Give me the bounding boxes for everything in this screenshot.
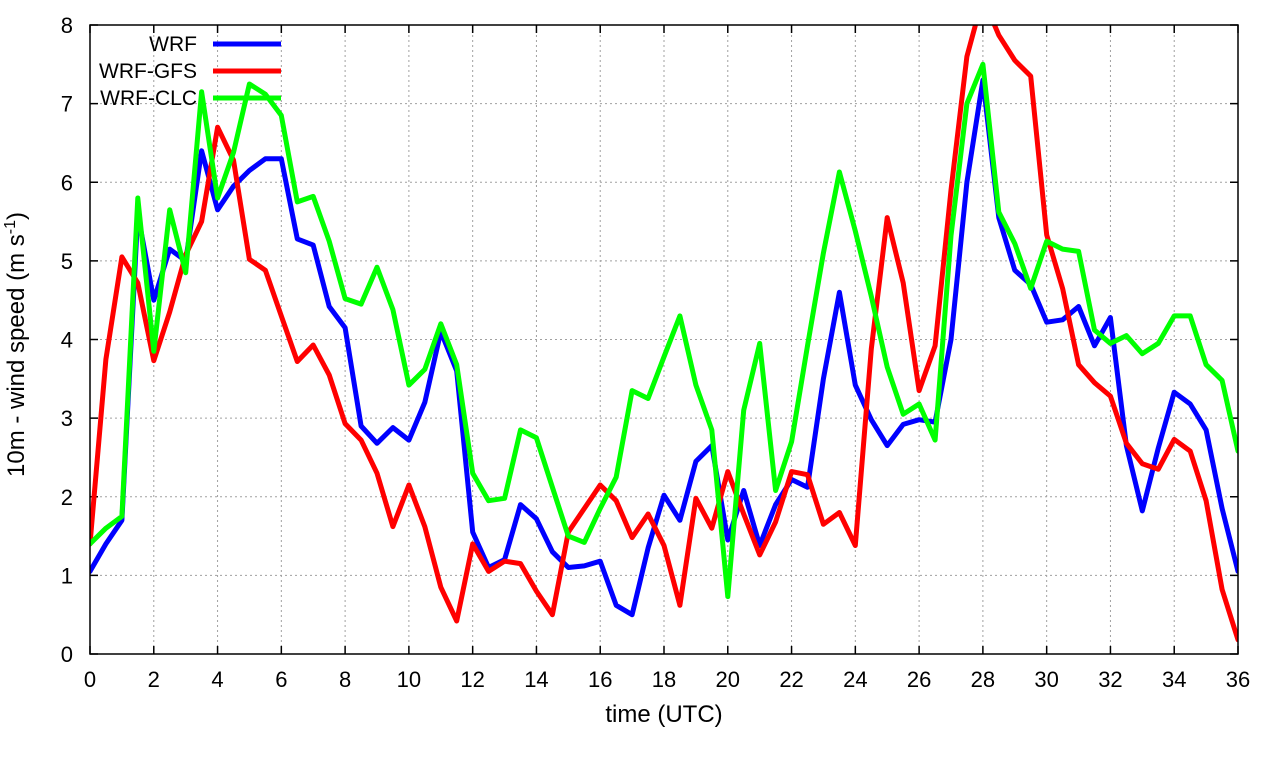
y-axis-title-main: 10m - wind speed (m s <box>3 234 30 477</box>
y-tick-label: 1 <box>61 563 73 588</box>
y-axis-title: 10m - wind speed (m s-1) <box>2 212 30 477</box>
x-tick-label: 4 <box>211 667 223 692</box>
y-axis-title-unit-exponent: -1 <box>2 220 19 234</box>
x-tick-label: 26 <box>907 667 931 692</box>
grid-lines <box>90 25 1238 654</box>
y-tick-label: 2 <box>61 485 73 510</box>
y-tick-label: 4 <box>61 328 73 353</box>
x-tick-label: 22 <box>779 667 803 692</box>
x-tick-label: 8 <box>339 667 351 692</box>
axis-ticks: 0 2 4 6 8 10 12 14 16 18 20 22 24 26 28 30 32 34 360123456… <box>61 13 1250 692</box>
legend-label-wrf: WRF <box>149 33 197 56</box>
x-axis-title: time (UTC) <box>605 701 722 728</box>
x-tick-label: 24 <box>843 667 867 692</box>
legend: WRF WRF-GFS WRF-CLC <box>99 33 281 110</box>
x-tick-label: 2 <box>148 667 160 692</box>
series-line-wrf <box>90 77 1238 618</box>
plot-frame <box>89 24 1239 655</box>
y-tick-label: 7 <box>61 92 73 117</box>
x-tick-label: 18 <box>652 667 676 692</box>
x-tick-label: 14 <box>524 667 548 692</box>
y-tick-label: 5 <box>61 249 73 274</box>
x-tick-label: 10 <box>397 667 421 692</box>
series-line-wrf-clc <box>90 61 1238 600</box>
y-axis-title-close: ) <box>3 212 30 220</box>
x-tick-label: 34 <box>1162 667 1186 692</box>
x-tick-label: 30 <box>1034 667 1058 692</box>
series-lines <box>90 25 1238 643</box>
x-tick-label: 32 <box>1098 667 1122 692</box>
x-tick-label: 16 <box>588 667 612 692</box>
x-tick-label: 36 <box>1226 667 1250 692</box>
x-tick-label: 20 <box>716 667 740 692</box>
series-line-wrf-gfs <box>90 25 1238 643</box>
y-tick-label: 0 <box>61 642 73 667</box>
y-tick-label: 3 <box>61 406 73 431</box>
legend-label-wrf-gfs: WRF-GFS <box>99 60 197 83</box>
x-tick-label: 12 <box>460 667 484 692</box>
x-tick-label: 28 <box>971 667 995 692</box>
legend-label-wrf-clc: WRF-CLC <box>100 87 197 110</box>
x-tick-label: 6 <box>275 667 287 692</box>
y-tick-label: 8 <box>61 13 73 38</box>
x-tick-label: 0 <box>84 667 96 692</box>
y-tick-label: 6 <box>61 170 73 195</box>
